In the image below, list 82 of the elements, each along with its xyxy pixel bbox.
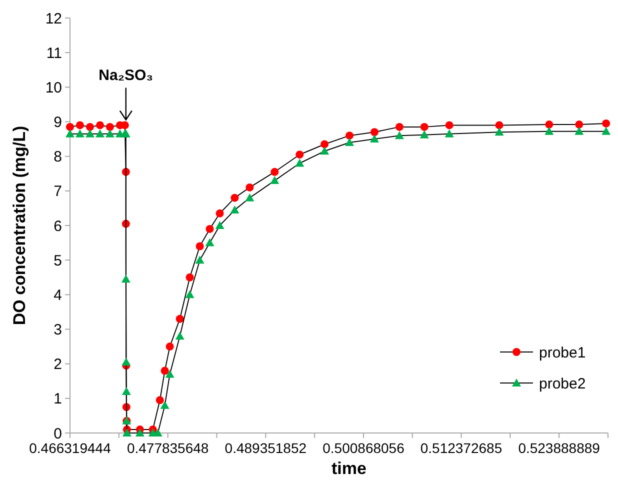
point [420, 130, 429, 138]
point [205, 238, 214, 246]
point [195, 256, 204, 264]
y-tick-label: 7 [54, 183, 62, 200]
point [545, 120, 554, 129]
point [121, 274, 130, 283]
point [602, 126, 611, 135]
point [370, 134, 379, 143]
point [602, 119, 610, 128]
point [216, 209, 224, 218]
point [166, 342, 174, 351]
y-tick-label: 12 [45, 10, 62, 28]
point [246, 183, 254, 192]
point [86, 122, 94, 131]
legend-label: probe2 [539, 375, 586, 392]
point [122, 387, 131, 395]
point [135, 428, 144, 436]
point [76, 121, 84, 130]
point [75, 129, 84, 138]
point [320, 140, 329, 148]
point [230, 194, 239, 202]
y-tick-label: 4 [54, 286, 62, 304]
point [346, 132, 354, 140]
point [66, 129, 75, 138]
point [270, 176, 280, 184]
point [370, 128, 378, 136]
point [574, 126, 584, 135]
point [66, 122, 74, 131]
point [206, 224, 214, 233]
y-tick-label: 6 [54, 218, 62, 235]
point [186, 273, 194, 282]
point [196, 242, 204, 250]
point [420, 122, 428, 131]
point [215, 221, 224, 229]
point [394, 131, 404, 140]
point [122, 358, 131, 366]
y-axis-title: DO concentration (mg/L) [10, 126, 29, 326]
point [345, 138, 354, 146]
point [444, 129, 454, 138]
point [165, 370, 174, 378]
point [494, 128, 504, 136]
y-tick-label: 11 [46, 44, 62, 62]
point [160, 400, 170, 409]
point [395, 122, 404, 131]
y-tick-label: 10 [45, 79, 62, 96]
point [544, 126, 554, 135]
y-tick-label: 2 [54, 356, 62, 374]
x-tick-label: 0.489351852 [224, 440, 307, 456]
point [295, 158, 304, 167]
y-tick-label: 8 [54, 148, 62, 166]
x-tick-label: 0.523888889 [518, 440, 600, 456]
point [245, 193, 254, 202]
point [106, 122, 114, 131]
point [175, 332, 184, 340]
point [85, 129, 94, 138]
point [160, 366, 169, 375]
point [230, 205, 240, 214]
point [122, 428, 132, 436]
point [176, 314, 184, 323]
point [95, 129, 104, 138]
point [575, 120, 584, 129]
point [296, 150, 304, 159]
y-tick-label: 3 [54, 322, 62, 338]
point [270, 168, 279, 176]
x-tick-label: 0.477835648 [126, 440, 209, 456]
y-tick-label: 0 [54, 425, 62, 442]
point [96, 121, 104, 130]
y-tick-label: 5 [54, 252, 62, 270]
y-tick-label: 9 [54, 114, 62, 131]
point [495, 121, 504, 130]
x-axis-title: time [332, 459, 366, 478]
point [156, 396, 164, 404]
legend-label: probe1 [539, 344, 586, 362]
x-tick-label: 0.512372685 [420, 440, 502, 456]
annotation: Na₂SO₃ [98, 66, 154, 84]
x-tick-label: 0.466319444 [29, 440, 112, 456]
y-tick-label: 1 [54, 390, 62, 408]
point [105, 129, 114, 138]
x-tick-label: 0.500868056 [322, 440, 405, 456]
point [320, 146, 330, 155]
point [445, 121, 454, 130]
point [185, 290, 194, 298]
